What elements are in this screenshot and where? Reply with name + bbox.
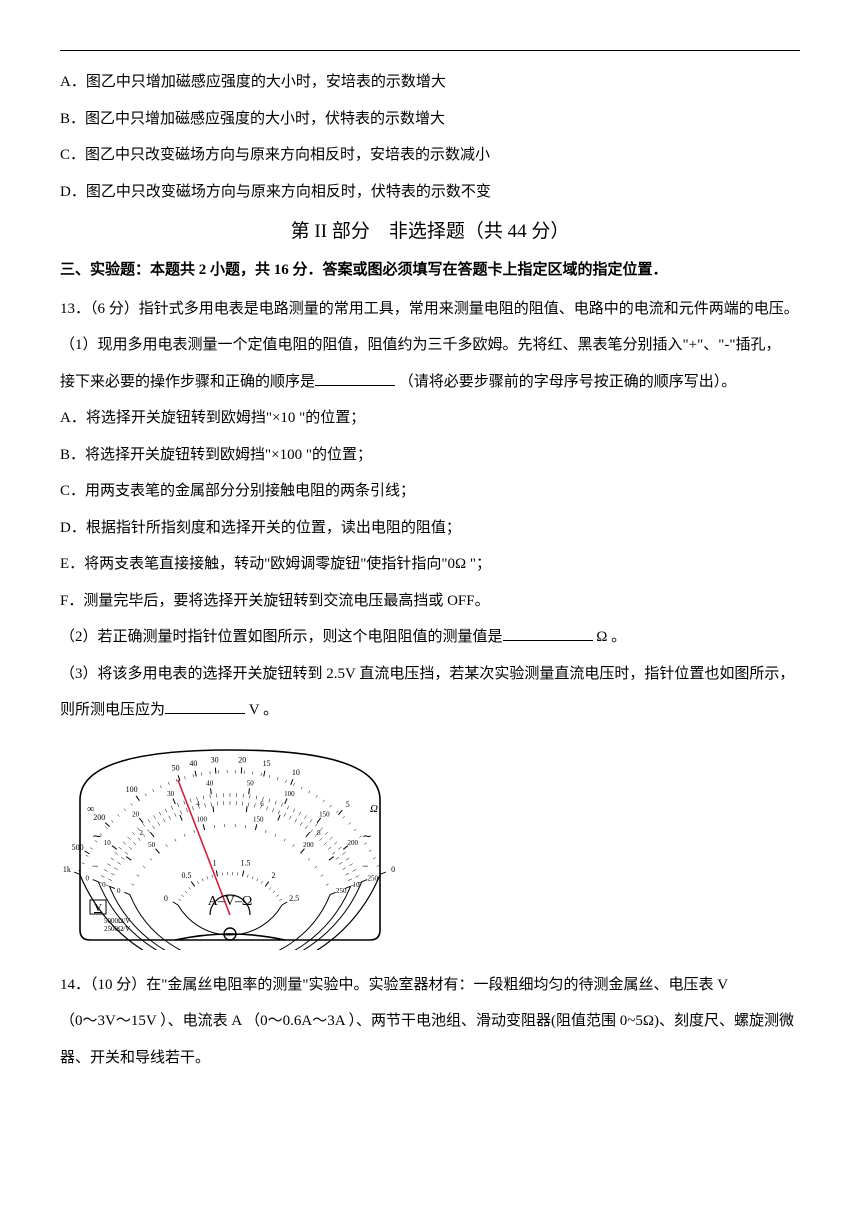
meter-sens2: 2500Ω/V [104, 925, 130, 933]
q13-p3b: 则所测电压应为 V 。 [60, 693, 800, 728]
meter-tilde-right: ∼ [362, 829, 372, 843]
svg-text:40: 40 [189, 759, 197, 768]
multimeter-figure: 1k50020010050403020151050010203040501001… [60, 740, 800, 950]
section-2-title: 第 II 部分 非选择题（共 44 分） [60, 217, 800, 247]
q13-p1b-after: （请将必要步骤前的字母序号按正确的顺序写出）。 [399, 374, 737, 390]
svg-text:100: 100 [284, 790, 295, 798]
svg-text:6: 6 [260, 800, 264, 808]
svg-text:250: 250 [368, 874, 379, 882]
svg-text:0: 0 [117, 887, 121, 895]
meter-minus-left: − [92, 859, 99, 873]
q13-p1a: （1）现用多用电表测量一个定值电阻的阻值，阻值约为三千多欧姆。先将红、黑表笔分别… [60, 328, 800, 363]
multimeter-svg: 1k50020010050403020151050010203040501001… [60, 740, 400, 950]
q13-p3b-after: V 。 [245, 702, 278, 718]
q13-p2-before: （2）若正确测量时指针位置如图所示，则这个电阻阻值的测量值是 [60, 629, 503, 645]
q13-blank-3[interactable] [165, 698, 245, 714]
q13-opt-a: A．将选择开关旋钮转到欧姆挡"×10 "的位置； [60, 401, 800, 436]
svg-text:0.5: 0.5 [182, 871, 192, 880]
svg-text:15: 15 [263, 759, 271, 768]
svg-text:2: 2 [271, 871, 275, 880]
q13-opt-e: E．将两支表笔直接接触，转动"欧姆调零旋钮"使指针指向"0Ω "； [60, 547, 800, 582]
meter-center-label: A–V–Ω [208, 894, 253, 909]
q14-l2: （0～3V～15V ）、电流表 A （0～0.6A～3A ）、两节干电池组、滑动… [60, 1004, 800, 1039]
svg-text:30: 30 [211, 756, 219, 765]
svg-text:50: 50 [148, 841, 156, 849]
section-2-head: 三、实验题：本题共 2 小题，共 16 分．答案或图必须填写在答题卡上指定区域的… [60, 253, 800, 288]
svg-text:4: 4 [196, 800, 200, 808]
q13-p1b-before: 接下来必要的操作步骤和正确的顺序是 [60, 374, 315, 390]
svg-text:0: 0 [391, 865, 395, 874]
q13-p2: （2）若正确测量时指针位置如图所示，则这个电阻阻值的测量值是 Ω 。 [60, 620, 800, 655]
svg-text:150: 150 [319, 810, 330, 818]
svg-text:1k: 1k [63, 865, 71, 874]
q13-opt-d: D．根据指针所指刻度和选择开关的位置，读出电阻的阻值； [60, 511, 800, 546]
q14-l3: 器、开关和导线若干。 [60, 1041, 800, 1076]
q13-p3b-before: 则所测电压应为 [60, 702, 165, 718]
q13-p3: （3）将该多用电表的选择开关旋钮转到 2.5V 直流电压挡，若某次实验测量直流电… [60, 657, 800, 692]
option-b: B．图乙中只增加磁感应强度的大小时，伏特表的示数增大 [60, 102, 800, 137]
svg-text:8: 8 [317, 829, 321, 837]
q14-stem: 14．（10 分）在"金属丝电阻率的测量"实验中。实验室器材有：一段粗细均匀的待… [60, 968, 800, 1003]
svg-text:50: 50 [172, 764, 180, 773]
svg-text:1.5: 1.5 [240, 859, 250, 868]
svg-text:50: 50 [247, 779, 255, 787]
svg-text:2: 2 [139, 829, 143, 837]
svg-text:5: 5 [346, 800, 350, 809]
option-d: D．图乙中只改变磁场方向与原来方向相反时，伏特表的示数不变 [60, 175, 800, 210]
q13-opt-b: B．将选择开关旋钮转到欧姆挡"×100 "的位置； [60, 438, 800, 473]
svg-text:10: 10 [353, 881, 361, 889]
q13-blank-1[interactable] [315, 370, 395, 386]
svg-text:500: 500 [72, 843, 84, 852]
svg-text:200: 200 [303, 841, 314, 849]
meter-ohm-right: Ω [370, 803, 378, 815]
q13-opt-f: F．测量完毕后，要将选择开关旋钮转到交流电压最高挡或 OFF。 [60, 584, 800, 619]
meter-inf: ∞ [87, 804, 94, 815]
svg-text:0: 0 [164, 894, 168, 903]
svg-text:30: 30 [167, 790, 175, 798]
option-c: C．图乙中只改变磁场方向与原来方向相反时，安培表的示数减小 [60, 138, 800, 173]
meter-tilde-left: ∼ [92, 829, 102, 843]
meter-sens1: 5000Ω/V [104, 917, 130, 925]
svg-text:1: 1 [213, 859, 217, 868]
svg-text:200: 200 [93, 813, 105, 822]
svg-text:100: 100 [197, 815, 208, 823]
svg-text:2.5: 2.5 [289, 894, 299, 903]
q13-stem: 13．（6 分）指针式多用电表是电路测量的常用工具，常用来测量电阻的阻值、电路中… [60, 292, 800, 327]
meter-minus-right: − [362, 859, 369, 873]
svg-text:40: 40 [206, 779, 214, 787]
svg-text:20: 20 [238, 755, 246, 764]
q13-p1b: 接下来必要的操作步骤和正确的顺序是 （请将必要步骤前的字母序号按正确的顺序写出）… [60, 365, 800, 400]
svg-text:0: 0 [102, 881, 106, 889]
svg-text:10: 10 [104, 839, 112, 847]
svg-text:100: 100 [126, 785, 138, 794]
svg-text:10: 10 [292, 768, 300, 777]
svg-text:250: 250 [336, 887, 347, 895]
meter-v-label: V [94, 902, 102, 914]
svg-text:150: 150 [253, 815, 264, 823]
option-a: A．图乙中只增加磁感应强度的大小时，安培表的示数增大 [60, 65, 800, 100]
svg-text:20: 20 [132, 810, 140, 818]
q13-blank-2[interactable] [503, 625, 593, 641]
svg-text:0: 0 [85, 874, 89, 882]
q13-opt-c: C．用两支表笔的金属部分分别接触电阻的两条引线； [60, 474, 800, 509]
q13-p2-after: Ω 。 [593, 629, 627, 645]
svg-text:200: 200 [348, 839, 359, 847]
